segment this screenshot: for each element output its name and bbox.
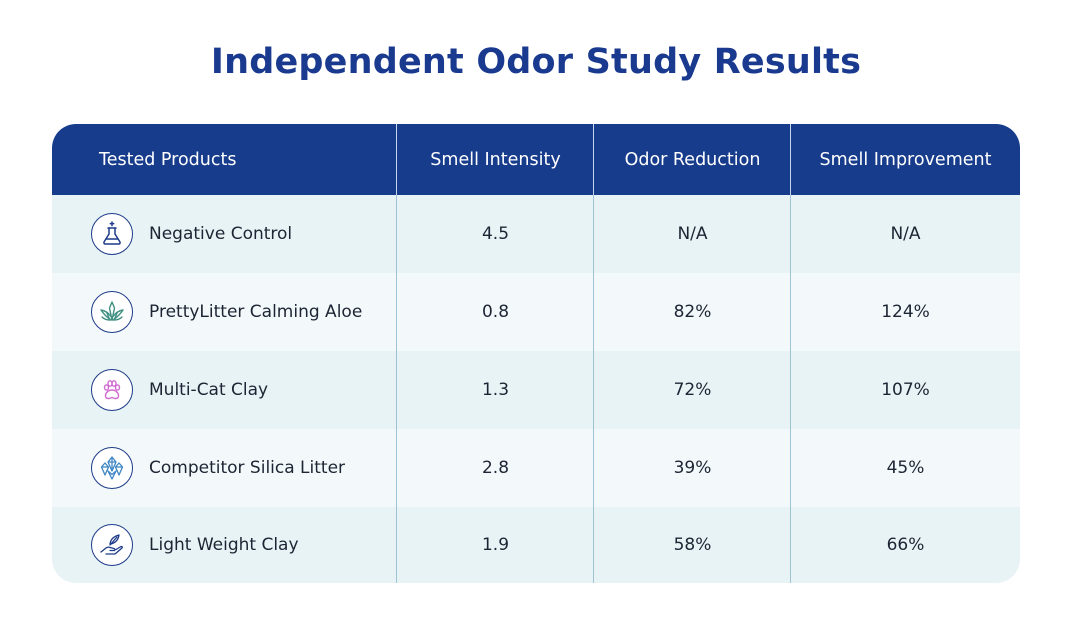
smell-improvement-value: 124% [881, 302, 930, 322]
paw-print-icon [91, 369, 133, 411]
crystals-icon [91, 447, 133, 489]
product-name: Competitor Silica Litter [149, 458, 346, 478]
header-divider [790, 124, 791, 195]
table-row: PrettyLitter Calming Aloe 0.8 82% 124% [52, 273, 1020, 351]
column-header-odor-reduction: Odor Reduction [624, 149, 761, 170]
column-divider [593, 124, 594, 583]
smell-improvement-value: 66% [886, 535, 925, 555]
table-row: Light Weight Clay 1.9 58% 66% [52, 507, 1020, 583]
column-header-tested-products: Tested Products [99, 149, 237, 170]
smell-intensity-value: 4.5 [481, 224, 510, 244]
table-row: Negative Control 4.5 N/A N/A [52, 195, 1020, 273]
product-name: Negative Control [149, 224, 293, 244]
table-header: Tested Products Smell Intensity Odor Red… [52, 124, 1020, 195]
header-divider [396, 124, 397, 195]
column-header-smell-intensity: Smell Intensity [430, 149, 561, 170]
odor-reduction-value: 72% [673, 380, 712, 400]
header-divider [593, 124, 594, 195]
smell-improvement-value: 45% [886, 458, 925, 478]
odor-reduction-value: N/A [677, 224, 708, 244]
smell-intensity-value: 2.8 [481, 458, 510, 478]
smell-intensity-value: 0.8 [481, 302, 510, 322]
smell-improvement-value: N/A [890, 224, 921, 244]
smell-intensity-value: 1.9 [481, 535, 510, 555]
column-header-smell-improvement: Smell Improvement [819, 149, 992, 170]
odor-reduction-value: 82% [673, 302, 712, 322]
smell-intensity-value: 1.3 [481, 380, 510, 400]
odor-reduction-value: 58% [673, 535, 712, 555]
smell-improvement-value: 107% [881, 380, 930, 400]
table-row: Multi-Cat Clay 1.3 72% 107% [52, 351, 1020, 429]
odor-reduction-value: 39% [673, 458, 712, 478]
flask-icon [91, 213, 133, 255]
page-title: Independent Odor Study Results [210, 42, 862, 82]
column-divider [790, 124, 791, 583]
table-row: Competitor Silica Litter 2.8 39% 45% [52, 429, 1020, 507]
hand-feather-icon [91, 524, 133, 566]
column-divider [396, 124, 397, 583]
product-name: PrettyLitter Calming Aloe [149, 302, 363, 322]
product-name: Light Weight Clay [149, 535, 299, 555]
product-name: Multi-Cat Clay [149, 380, 269, 400]
aloe-plant-icon [91, 291, 133, 333]
results-table: Tested Products Smell Intensity Odor Red… [52, 124, 1020, 583]
